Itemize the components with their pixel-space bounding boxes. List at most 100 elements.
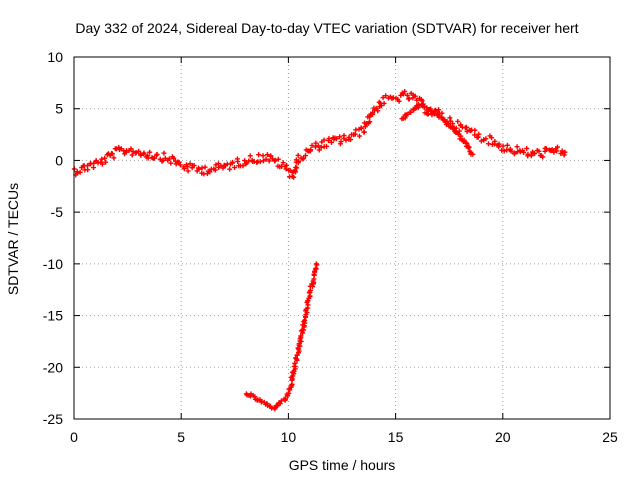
data-point [171, 155, 177, 161]
data-point [383, 93, 389, 99]
data-point [154, 151, 160, 157]
data-point [291, 174, 297, 180]
data-point [310, 284, 316, 290]
data-point [525, 151, 531, 157]
data-point [348, 137, 354, 143]
data-point [99, 161, 105, 167]
data-point [500, 143, 506, 149]
y-tick-label: 10 [47, 49, 63, 65]
data-point [307, 148, 313, 154]
data-point [472, 127, 478, 133]
data-point [456, 128, 462, 134]
data-point [431, 111, 437, 117]
data-point [301, 155, 307, 161]
data-point [318, 144, 324, 150]
y-axis-label: SDTVAR / TECUs [5, 183, 21, 295]
data-point [298, 333, 304, 339]
x-tick-label: 15 [388, 429, 404, 445]
data-point [111, 155, 117, 161]
y-tick-label: -25 [43, 411, 63, 427]
data-point [356, 133, 362, 139]
data-point [402, 88, 408, 94]
data-point [561, 152, 567, 158]
x-tick-labels: 0 5 10 15 20 25 [70, 429, 618, 445]
data-point [313, 265, 319, 271]
data-point [551, 149, 557, 155]
x-tick-label: 10 [281, 429, 297, 445]
data-point [268, 153, 274, 159]
data-point [559, 148, 565, 154]
data-point [328, 139, 334, 145]
data-point [294, 165, 300, 171]
plot-frame [73, 56, 611, 420]
data-point [266, 158, 272, 164]
data-point [302, 317, 308, 323]
data-point [558, 150, 564, 156]
data-point [75, 170, 81, 176]
data-point [247, 153, 253, 159]
data-point [229, 160, 235, 166]
data-point [202, 164, 208, 170]
x-tick-label: 0 [70, 429, 78, 445]
y-tick-labels: 10 5 0 -5 -10 -15 -20 -25 [43, 49, 63, 427]
data-point [341, 133, 347, 139]
data-point [277, 401, 283, 407]
data-point [455, 131, 461, 137]
data-points [71, 88, 568, 412]
data-point [199, 165, 205, 171]
data-point [128, 146, 134, 152]
data-point [293, 356, 299, 362]
data-point [380, 95, 386, 101]
data-point [528, 153, 534, 159]
data-point [358, 125, 364, 131]
data-point [256, 152, 262, 158]
data-point [337, 134, 343, 140]
data-point [99, 156, 105, 162]
data-point [280, 160, 286, 166]
data-point [207, 169, 213, 175]
data-point [295, 160, 301, 166]
data-point [275, 403, 281, 409]
data-point [295, 152, 301, 158]
chart-title: Day 332 of 2024, Sidereal Day-to-day VTE… [75, 20, 578, 36]
data-point [129, 152, 135, 158]
data-point [212, 167, 218, 173]
data-point [240, 163, 246, 169]
data-point [458, 133, 464, 139]
data-point [508, 148, 514, 154]
data-point [532, 151, 538, 157]
data-point [323, 143, 329, 149]
data-point [524, 145, 530, 151]
y-tick-label: -20 [43, 359, 63, 375]
data-point [138, 152, 144, 158]
data-point [504, 142, 510, 148]
data-point [512, 150, 518, 156]
data-point [315, 143, 321, 149]
data-point [460, 139, 466, 145]
data-point [343, 137, 349, 143]
data-point [326, 136, 332, 142]
data-point [476, 131, 482, 137]
data-point [447, 115, 453, 121]
y-tick-label: 0 [55, 152, 63, 168]
data-point [425, 111, 431, 117]
x-axis-label: GPS time / hours [289, 457, 396, 473]
data-point [407, 109, 413, 115]
grid [74, 57, 610, 419]
axis-ticks [73, 56, 611, 420]
data-point [102, 155, 108, 161]
data-point [470, 151, 476, 157]
data-point [309, 142, 315, 148]
data-point [543, 146, 549, 152]
data-point [555, 144, 561, 150]
data-point [130, 148, 136, 154]
data-point [313, 140, 319, 146]
data-point [235, 159, 241, 165]
data-point [133, 150, 139, 156]
data-point [554, 148, 560, 154]
data-point [176, 159, 182, 165]
data-point [367, 119, 373, 125]
data-point [303, 153, 309, 159]
data-point [352, 131, 358, 137]
